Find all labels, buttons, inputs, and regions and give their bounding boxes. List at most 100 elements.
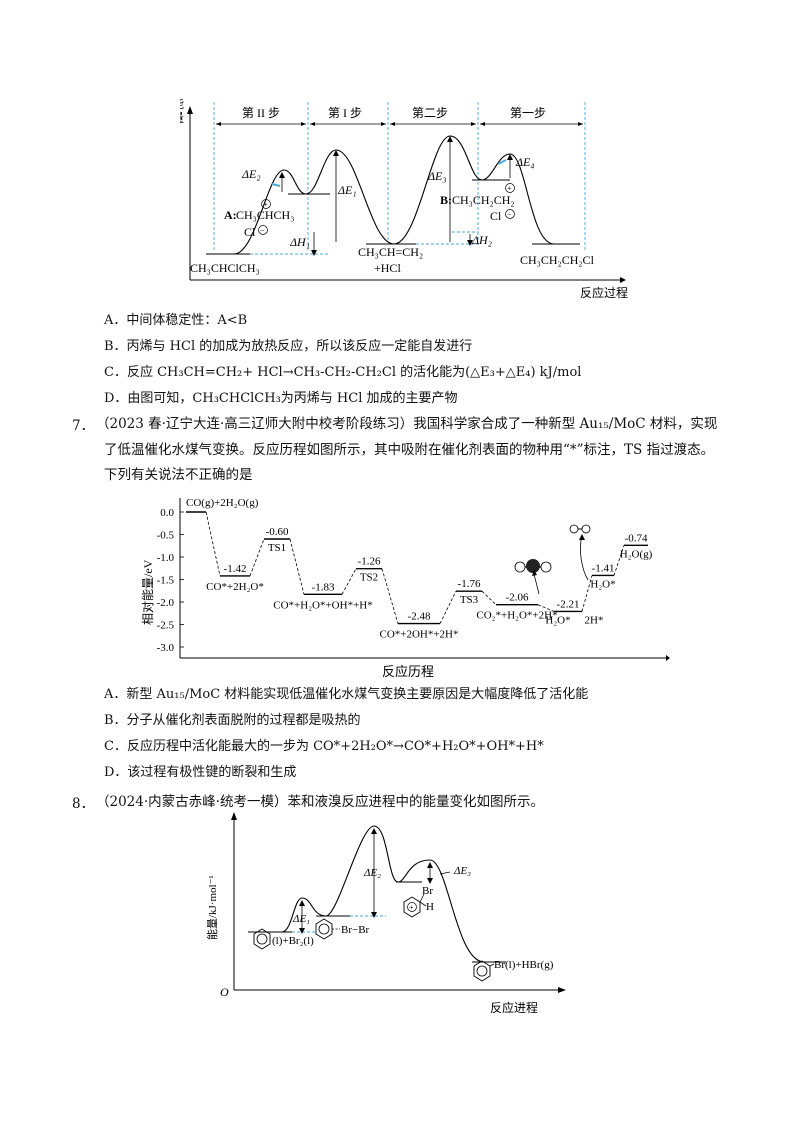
fig3-dE3: ΔE₃ [453, 865, 471, 877]
fig2-level-value: -1.41 [592, 562, 615, 574]
fig2-connector [289, 538, 305, 595]
figure-1-energy-diagram: 能 量 反应过程 第 II 步 第 I 步 第二步 第一步 [180, 97, 628, 300]
fig2-level-value: -1.83 [312, 581, 335, 593]
fig1-step-label: 第 II 步 [242, 106, 280, 120]
fig3-dE1: ΔE₁ [292, 913, 310, 925]
fig1-step-label: 第二步 [412, 106, 448, 120]
fig3-y-label: 能量/kJ·mol⁻¹ [205, 875, 219, 940]
benzene-ring-icon [253, 928, 271, 950]
fig3-product: Br(l)+HBr(g) [494, 959, 554, 971]
fig2-ytick-label: -1.5 [157, 575, 175, 587]
fig2-ytick-label: -0.5 [157, 530, 175, 542]
fig2-species-label: CO*+H₂O*+OH*+H* [273, 599, 372, 611]
fig1-right-product: CH₃CH₂CH₂Cl [520, 253, 595, 267]
q7-stem-line-2: 了低温催化水煤气变换。反应历程如图所示，其中吸附在催化剂表面的物种用“*”标注，… [104, 442, 715, 458]
fig1-b-cl: Cl [490, 209, 502, 223]
q8-stem-line-1: （2024·内蒙古赤峰·统考一模）苯和液溴反应进程中的能量变化如图所示。 [96, 794, 544, 810]
fig2-state-label: TS2 [360, 572, 378, 584]
fig2-ytick-label: 0.0 [160, 507, 174, 519]
fig2-x-label: 反应历程 [382, 664, 434, 679]
fig2-connector [481, 590, 497, 605]
fig1-dH1: ΔH₁ [289, 235, 310, 249]
fig2-species-label: H₂O(g) [620, 548, 653, 560]
fig3-dE2: ΔE₂ [363, 867, 381, 879]
q8-number: 8． [72, 796, 95, 812]
fig2-connector [381, 568, 399, 624]
fig2-ytick-label: -2.5 [157, 620, 175, 632]
fig2-species-label: CO*+2OH*+2H* [379, 629, 458, 641]
fig2-state-label: TS3 [460, 594, 479, 606]
fig1-dE3: ΔE₃ [427, 169, 447, 183]
fig2-level-value: -1.76 [458, 578, 481, 590]
q6-option-b: B．丙烯与 HCl 的加成为放热反应，所以该反应一定能自发进行 [104, 339, 473, 354]
fig1-b-formula: CH₃CH₂CH₂ [452, 193, 515, 207]
fig2-connector [537, 604, 555, 612]
fig3-inter-br: Br [422, 885, 433, 897]
q6-option-a: A．中间体稳定性：A<B [104, 313, 248, 328]
q6-option-c: C．反应 CH₃CH=CH₂+ HCl→CH₃-CH₂-CH₂Cl 的活化能为(… [104, 365, 582, 380]
h2-molecule-icon [569, 524, 591, 534]
fig2-state-label: TS1 [268, 542, 286, 554]
fig3-complex: Br−Br [341, 924, 370, 936]
fig1-step-label: 第一步 [510, 106, 546, 120]
fig1-y-label-2: 量 [180, 111, 184, 125]
fig2-connector [613, 545, 625, 576]
fig1-mid-reactants-2: +HCl [374, 261, 401, 275]
fig3-inter-h: H [426, 901, 434, 913]
fig1-step-label: 第 I 步 [328, 106, 362, 120]
fig2-level-value: -2.48 [408, 611, 431, 623]
fig1-dE1: ΔE₁ [337, 183, 357, 197]
fig1-mid-reactants-1: CH₃CH=CH₂ [358, 245, 423, 259]
fig1-energy-curve [206, 135, 578, 255]
q7-stem-line-1: （2023 春·辽宁大连·高三辽师大附中校考阶段练习）我国科学家合成了一种新型 … [96, 416, 718, 432]
fig1-a-formula: CH₃CHCH₃ [236, 208, 294, 222]
q7-option-b: B．分子从催化剂表面脱附的过程都是吸热的 [104, 713, 361, 728]
figure-3-energy-diagram: O 能量/kJ·mol⁻¹ 反应进程 ΔE₁ ΔE₂ ΔE₃ (l)+Br₂(l… [205, 812, 566, 1015]
fig1-label-a: A: [224, 208, 237, 222]
fig3-energy-curve [252, 825, 502, 963]
fig2-species-label: H₂O* [545, 614, 570, 626]
fig2-ytick-label: -1.0 [157, 552, 175, 564]
fig2-connector [341, 568, 357, 595]
fig1-label-b: B: [440, 193, 452, 207]
q6-option-d: D．由图可知，CH₃CHClCH₃为丙烯与 HCl 加成的主要产物 [104, 391, 458, 406]
fig2-species-label: CO₂*+H₂O*+2H* [476, 610, 557, 622]
fig2-species-label: CO*+2H₂O* [206, 581, 264, 593]
fig1-dE4: ΔE₄ [515, 155, 535, 169]
fig2-level-value: -2.21 [557, 598, 580, 610]
fig1-dH2: ΔH₂ [471, 233, 492, 247]
fig1-b-plus: + [507, 184, 512, 193]
fig2-y-label: 相对能量/eV [141, 559, 155, 625]
fig2-connector [205, 511, 221, 576]
fig1-dE2: ΔE₂ [241, 167, 261, 181]
fig2-connector [439, 591, 457, 624]
fig3-x-label: 反应进程 [490, 1000, 538, 1015]
fig2-connector [581, 575, 593, 612]
h2o-molecule-icon [514, 559, 552, 573]
figure-2-energy-profile: 相对能量/eV 反应历程 0.0 -0.5 -1.0 -1.5 -2.0 -2.5 -3.0… [141, 497, 670, 679]
fig1-b-minus: − [507, 210, 512, 219]
q7-option-a: A．新型 Au₁₅/MoC 材料能实现低温催化水煤气变换主要原因是大幅度降低了活… [104, 687, 589, 702]
fig1-a-cl: Cl [244, 225, 256, 239]
fig3-reactant: (l)+Br₂(l) [272, 935, 314, 947]
fig1-y-label-1: 能 [180, 97, 184, 111]
fig1-a-minus: − [260, 226, 265, 235]
fig2-species-label: CO(g)+2H₂O(g) [186, 497, 259, 509]
fig2-connector [249, 538, 265, 577]
fig2-species-label: H₂O* [590, 578, 615, 590]
fig1-x-label: 反应过程 [580, 285, 628, 300]
q7-option-d: D．该过程有极性键的断裂和生成 [104, 765, 297, 780]
fig1-a-plus: + [263, 200, 268, 209]
benzene-ring-icon [473, 960, 495, 982]
fig2-level-value: -0.74 [625, 532, 648, 544]
fig3-inter-plus: + [409, 903, 414, 912]
q7-option-c: C．反应历程中活化能最大的一步为 CO*+2H₂O*→CO*+H₂O*+OH*+… [104, 739, 544, 754]
fig2-ytick-label: -3.0 [157, 642, 175, 654]
fig2-ytick-label: -2.0 [157, 597, 175, 609]
fig2-level-value: -1.42 [224, 563, 247, 575]
fig2-level-value: -1.26 [358, 556, 381, 568]
arenium-ion-icon [403, 893, 427, 918]
benzene-ring-icon [315, 918, 333, 940]
fig2-level-value: -0.60 [266, 526, 289, 538]
fig1-left-product: CH₃CHClCH₃ [190, 261, 260, 275]
